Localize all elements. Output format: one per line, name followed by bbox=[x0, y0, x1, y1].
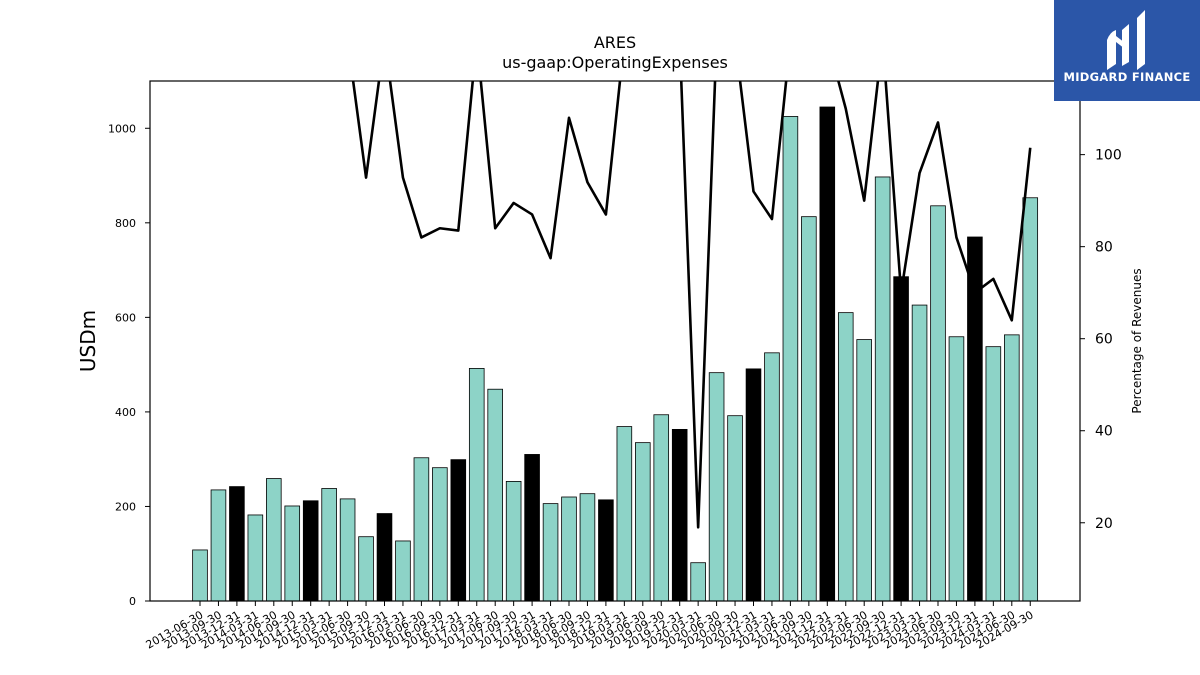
bar-group bbox=[192, 106, 1039, 602]
bar-2014-06-30 bbox=[266, 478, 282, 602]
bar-2022-06-30 bbox=[856, 339, 872, 602]
bar-2017-06-30 bbox=[487, 388, 503, 602]
y-tick-label: 800 bbox=[115, 217, 136, 230]
bar-2020-06-30 bbox=[708, 372, 725, 602]
bar-2024-09-30 bbox=[1022, 197, 1039, 602]
bar-2015-06-30 bbox=[339, 498, 356, 602]
y2-tick-label: 100 bbox=[1095, 148, 1122, 164]
x-axis: 2013-06-302013-09-302013-12-312014-03-31… bbox=[144, 601, 1036, 652]
bar-2017-12-31 bbox=[524, 454, 540, 602]
bar-2019-09-30 bbox=[653, 414, 670, 602]
chart-subtitle: us-gaap:OperatingExpenses bbox=[502, 53, 728, 72]
y2-tick-label: 40 bbox=[1095, 424, 1113, 440]
bar-2018-09-30 bbox=[579, 493, 596, 602]
y2-axis-label: Percentage of Revenues bbox=[1130, 268, 1144, 413]
y-tick-label: 1000 bbox=[108, 122, 136, 135]
y-tick-label: 400 bbox=[115, 406, 136, 419]
plot-frame bbox=[149, 80, 1081, 602]
bar-2022-12-31 bbox=[893, 276, 909, 602]
bar-2021-06-30 bbox=[782, 116, 799, 602]
bar-2017-09-30 bbox=[505, 480, 522, 602]
line-group bbox=[351, 81, 1032, 529]
bar-2013-12-31 bbox=[229, 486, 245, 602]
y2-tick-label: 20 bbox=[1095, 516, 1113, 532]
y-axis-label: USDm bbox=[76, 310, 100, 372]
logo: MIDGARD FINANCE bbox=[1054, 0, 1200, 101]
y-tick-label: 200 bbox=[115, 500, 136, 513]
bar-2016-09-30 bbox=[432, 467, 448, 602]
bar-2020-12-31 bbox=[745, 368, 762, 602]
bar-2022-09-30 bbox=[874, 176, 891, 602]
bar-2023-09-30 bbox=[948, 336, 965, 602]
percentage-line bbox=[351, 81, 1032, 529]
bar-2018-03-31 bbox=[542, 503, 559, 602]
bar-2013-09-30 bbox=[210, 489, 227, 602]
bar-2015-03-31 bbox=[321, 488, 337, 602]
bar-2019-06-30 bbox=[635, 442, 651, 602]
y-axis-right: 20 40 60 80 100 bbox=[1080, 148, 1122, 532]
bar-2013-06-30 bbox=[192, 549, 208, 602]
bar-2014-09-30 bbox=[284, 505, 301, 602]
bar-2023-03-31 bbox=[911, 304, 928, 602]
bar-2015-09-30 bbox=[358, 536, 374, 602]
bar-2020-09-30 bbox=[727, 415, 743, 602]
bar-2016-12-31 bbox=[450, 459, 467, 602]
bar-2016-03-31 bbox=[395, 540, 411, 602]
y-tick-label: 0 bbox=[129, 595, 136, 608]
bar-2023-06-30 bbox=[930, 205, 946, 602]
y-axis-left: 0 200 400 600 800 1000 bbox=[108, 122, 150, 608]
y2-tick-label: 60 bbox=[1095, 332, 1113, 348]
bar-2018-12-31 bbox=[598, 499, 614, 602]
bar-2019-12-31 bbox=[671, 428, 688, 602]
bar-2024-06-30 bbox=[1004, 334, 1020, 602]
bar-2016-06-30 bbox=[413, 457, 430, 602]
chart-title: ARES bbox=[594, 33, 636, 52]
y2-tick-label: 80 bbox=[1095, 240, 1113, 256]
bar-2021-09-30 bbox=[801, 216, 817, 602]
logo-mark-icon bbox=[1107, 10, 1145, 70]
logo-text: MIDGARD FINANCE bbox=[1063, 70, 1190, 84]
bar-2014-12-31 bbox=[302, 500, 319, 602]
bar-2015-12-31 bbox=[376, 513, 393, 602]
bar-2014-03-31 bbox=[247, 514, 264, 602]
bar-2018-06-30 bbox=[561, 496, 577, 602]
bar-2017-03-31 bbox=[468, 368, 485, 602]
bar-2021-03-31 bbox=[764, 352, 780, 602]
bar-2021-12-31 bbox=[819, 106, 836, 602]
bar-2022-03-31 bbox=[837, 312, 854, 602]
y-tick-label: 600 bbox=[115, 311, 136, 324]
bar-2019-03-31 bbox=[616, 426, 633, 602]
bar-2024-03-31 bbox=[985, 346, 1002, 602]
bar-2020-03-31 bbox=[690, 562, 706, 602]
